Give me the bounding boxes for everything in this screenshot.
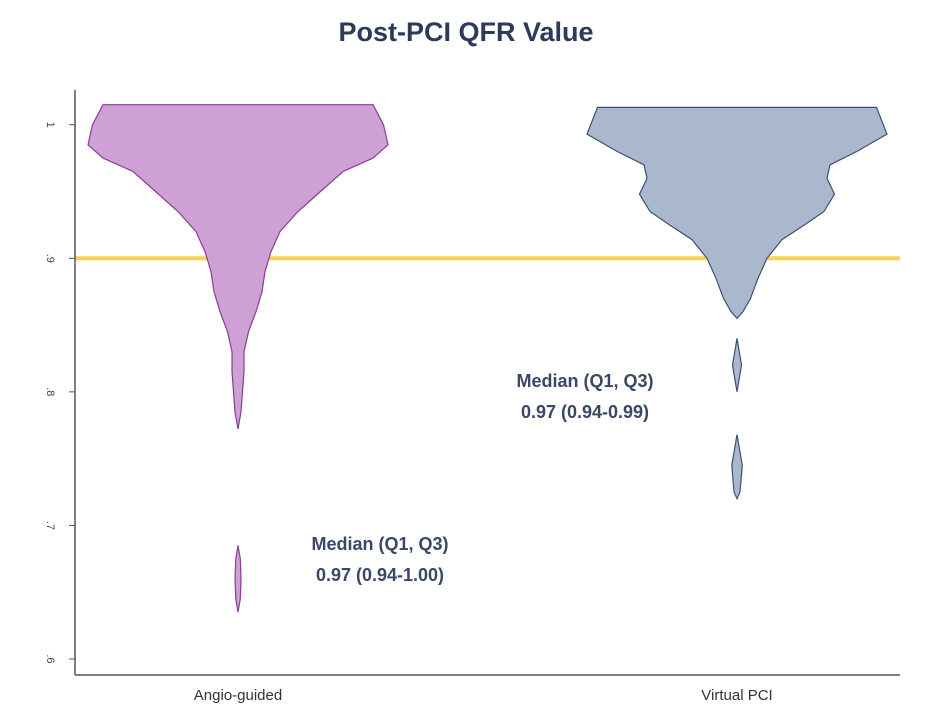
- chart-title: Post-PCI QFR Value: [338, 17, 593, 47]
- x-tick-label: Virtual PCI: [701, 687, 772, 704]
- annotation: Median (Q1, Q3): [311, 534, 448, 554]
- y-tick-label: .8: [44, 387, 56, 396]
- y-tick-label: .6: [44, 654, 56, 663]
- x-tick-label: Angio-guided: [194, 687, 282, 704]
- y-tick-label: .9: [44, 254, 56, 263]
- violin: [586, 106, 888, 320]
- annotation: Median (Q1, Q3): [516, 371, 653, 391]
- violin: [87, 104, 389, 430]
- annotation: 0.97 (0.94-1.00): [316, 565, 444, 585]
- violin: [234, 545, 242, 613]
- violin: [731, 434, 743, 501]
- annotation: 0.97 (0.94-0.99): [521, 402, 649, 422]
- y-tick-label: 1: [44, 122, 56, 128]
- violin: [731, 338, 743, 392]
- y-tick-label: .7: [44, 521, 56, 530]
